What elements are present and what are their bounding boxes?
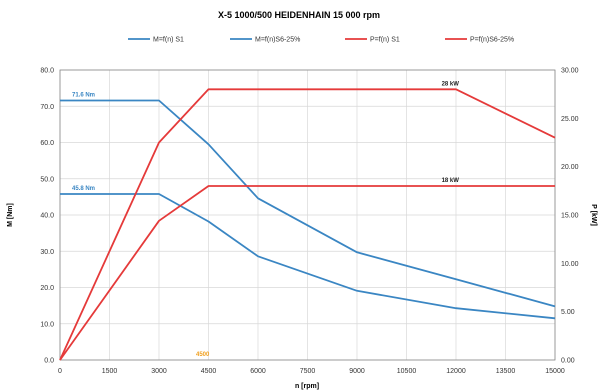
y-tick-label-right: 25.00: [561, 116, 579, 123]
series-line-2: [60, 99, 556, 308]
x-tick-label: 3000: [151, 368, 167, 375]
series-line-3: [59, 185, 555, 361]
y-tick-label-left: 20.0: [40, 285, 54, 292]
x-tick-label: 9000: [349, 368, 365, 375]
grid: [59, 69, 556, 361]
y-tick-label-right: 10.00: [561, 261, 579, 268]
legend: M=f(n) S1 M=f(n)S6-25% P=f(n) S1 P=f(n)S6-2…: [128, 37, 514, 44]
y-tick-label-left: 30.0: [40, 249, 54, 256]
x-tick-label: 4500: [201, 368, 217, 375]
annotation-label: 4500: [196, 352, 210, 358]
legend-label-4: P=f(n)S6-25%: [470, 37, 514, 44]
y-tick-label-left: 80.0: [40, 68, 54, 75]
x-tick-label: 10500: [397, 368, 417, 375]
y-tick-label-right: 0.00: [561, 358, 575, 365]
annotation-label: 28 kW: [442, 81, 460, 87]
y-tick-label-left: 50.0: [40, 176, 54, 183]
series-line-4: [59, 88, 556, 361]
x-tick-label: 15000: [545, 368, 565, 375]
x-axis-label: n [rpm]: [295, 383, 319, 390]
legend-label-2: M=f(n)S6-25%: [255, 37, 300, 44]
y-tick-label-right: 15.00: [561, 213, 579, 220]
x-tick-label: 12000: [446, 368, 466, 375]
y-axis-label-right: P [kW]: [590, 204, 597, 226]
y-tick-label-left: 10.0: [40, 321, 54, 328]
x-tick-label: 6000: [250, 368, 266, 375]
chart-title: X-5 1000/500 HEIDENHAIN 15 000 rpm: [218, 10, 380, 20]
y-tick-label-left: 40.0: [40, 213, 54, 220]
annotations: 71.6 Nm 45.8 Nm 28 kW 18 kW 4500: [72, 81, 459, 358]
legend-label-3: P=f(n) S1: [370, 37, 400, 44]
series-lines: [59, 88, 556, 361]
x-tick-label: 13500: [496, 368, 516, 375]
annotation-label: 71.6 Nm: [72, 92, 95, 98]
annotation-label: 45.8 Nm: [72, 186, 95, 192]
annotation-label: 18 kW: [442, 178, 460, 184]
x-tick-label: 7500: [300, 368, 316, 375]
series-line-1: [60, 193, 556, 320]
legend-label-1: M=f(n) S1: [153, 37, 184, 44]
y-tick-label-right: 20.00: [561, 164, 579, 171]
axes: 0 1500 3000 4500 6000 7500 9000 10500 12000 13500…: [40, 68, 578, 376]
x-tick-label: 1500: [102, 368, 118, 375]
y-tick-label-right: 30.00: [561, 68, 579, 75]
plot-frame: [59, 69, 556, 361]
y-tick-label-left: 60.0: [40, 140, 54, 147]
y-axis-label-left: M [Nm]: [7, 203, 14, 227]
x-tick-label: 0: [58, 368, 62, 375]
y-tick-label-left: 70.0: [40, 104, 54, 111]
y-tick-label-right: 5.00: [561, 309, 575, 316]
y-tick-label-left: 0.0: [44, 358, 54, 365]
